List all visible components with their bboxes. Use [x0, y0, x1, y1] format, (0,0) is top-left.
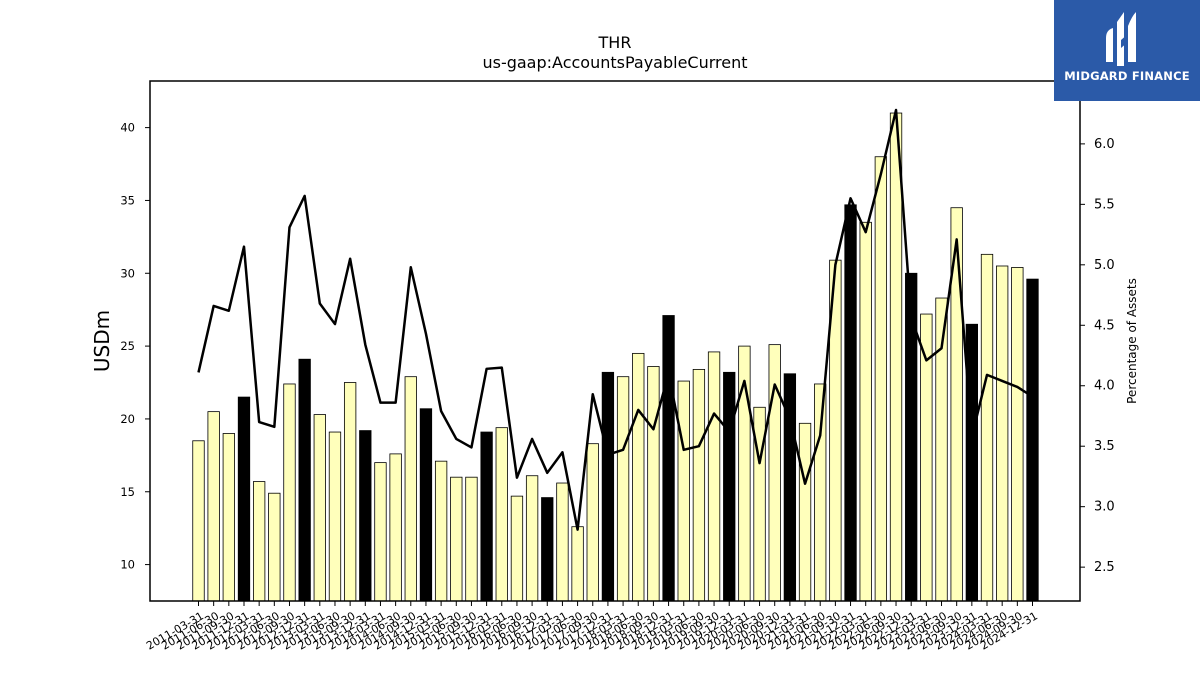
bar: [798, 422, 812, 602]
bar: [374, 462, 387, 602]
logo-text: MIDGARD FINANCE: [1064, 69, 1190, 83]
bar: [601, 371, 615, 602]
y2-tick-label: 6.0: [1094, 137, 1115, 152]
y-tick-label: 35: [120, 193, 135, 207]
percentage-line: [197, 108, 1034, 531]
bar: [222, 433, 235, 602]
chart-subtitle: us-gaap:AccountsPayableCurrent: [482, 53, 747, 72]
y2-tick-label: 3.0: [1094, 500, 1115, 515]
bar: [662, 315, 675, 602]
y-ticks: 10 15 20 25 30 35 40: [120, 121, 150, 572]
bar: [283, 383, 296, 602]
bar: [965, 323, 978, 602]
y-tick-label: 15: [120, 485, 135, 499]
bar: [1026, 278, 1039, 602]
bar: [647, 366, 660, 602]
y-tick-label: 30: [120, 266, 135, 280]
plot-frame: [149, 80, 1081, 602]
bar: [404, 376, 417, 602]
bar: [571, 526, 584, 602]
bar: [889, 112, 903, 602]
bar: [980, 253, 994, 602]
bar: [768, 344, 781, 602]
bar: [510, 495, 524, 602]
y2-tick-label: 4.5: [1094, 318, 1115, 333]
y2-ticks: 2.5 3.0 3.5 4.0 4.5 5.0 5.5 6.0: [1080, 137, 1115, 575]
bar: [541, 497, 554, 602]
chart-title: THR: [598, 33, 632, 52]
bar: [556, 482, 569, 602]
bar: [859, 221, 872, 602]
bar: [586, 443, 599, 602]
y2-axis-label: Percentage of Assets: [1125, 278, 1139, 404]
y2-tick-label: 4.0: [1094, 379, 1115, 394]
bar: [389, 453, 402, 602]
bar: [692, 368, 706, 602]
bar: [343, 382, 357, 602]
bar: [268, 492, 281, 602]
logo-mark-icon: [1106, 12, 1136, 66]
bar: [814, 383, 827, 602]
bar: [465, 476, 478, 602]
y2-tick-label: 5.0: [1094, 258, 1115, 273]
line-group: [197, 108, 1034, 531]
bar: [525, 475, 539, 602]
bar: [434, 460, 448, 602]
bar: [874, 156, 888, 602]
bar: [207, 411, 220, 602]
bar: [632, 352, 645, 602]
bar: [359, 430, 372, 602]
bar: [677, 380, 690, 602]
bar: [237, 396, 251, 602]
y2-tick-label: 5.5: [1094, 197, 1115, 212]
y2-tick-label: 2.5: [1094, 560, 1115, 575]
y2-tick-label: 3.5: [1094, 439, 1115, 454]
bar: [480, 431, 493, 602]
bar: [298, 358, 311, 602]
bar: [996, 265, 1009, 602]
bar: [192, 440, 205, 602]
y-tick-label: 10: [120, 558, 135, 572]
x-ticks: 2011-03-312011-06-302011-09-302011-12-31…: [144, 601, 1040, 653]
midgard-finance-logo: MIDGARD FINANCE: [1054, 0, 1200, 101]
bars-group: [192, 112, 1039, 602]
bar: [328, 431, 342, 602]
bar: [905, 272, 918, 602]
bar: [707, 351, 721, 602]
bar: [252, 481, 266, 602]
bar: [723, 371, 736, 602]
y-tick-label: 25: [120, 339, 135, 353]
bar: [616, 376, 630, 602]
y-tick-label: 20: [120, 412, 135, 426]
bar: [1011, 267, 1024, 602]
bar: [495, 427, 508, 602]
y-axis-label: USDm: [90, 310, 114, 372]
bar: [313, 414, 326, 602]
bar: [419, 408, 433, 602]
bar: [844, 204, 857, 602]
y-tick-label: 40: [120, 121, 135, 135]
bar: [450, 476, 463, 602]
